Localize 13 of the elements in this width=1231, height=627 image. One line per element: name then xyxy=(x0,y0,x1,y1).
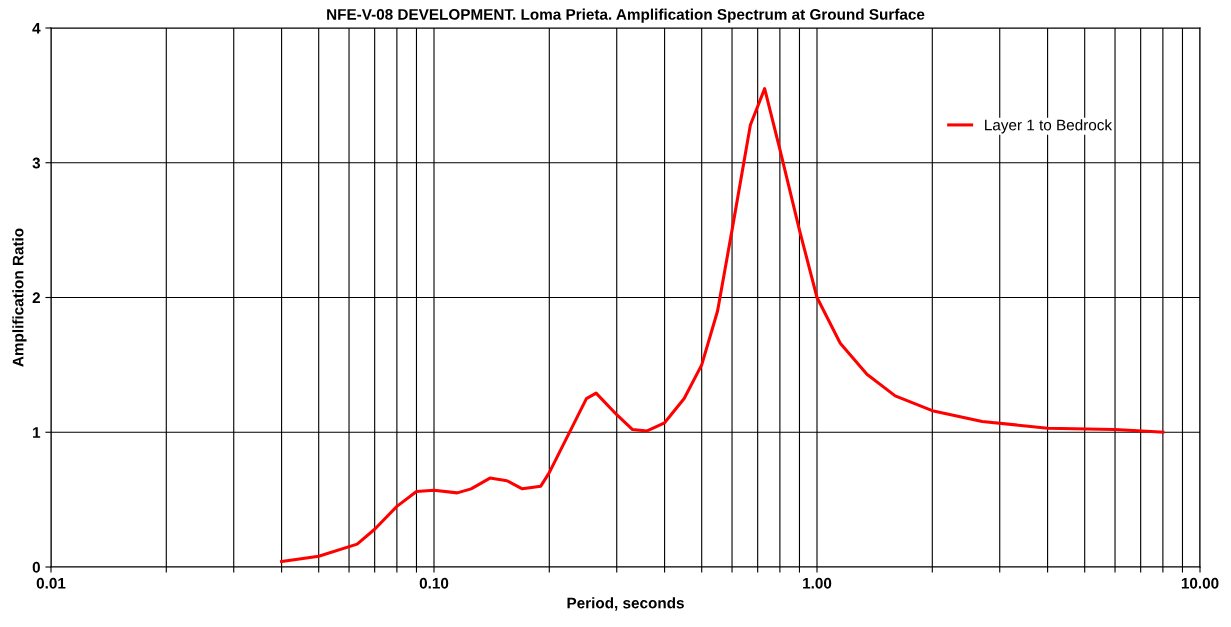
x-tick-label: 10.00 xyxy=(1181,577,1219,589)
y-tick-label: 2 xyxy=(32,292,40,304)
x-tick-label: 1.00 xyxy=(803,577,832,589)
chart-title: NFE-V-08 DEVELOPMENT. Loma Prieta. Amplification Spectrum at Ground Surface xyxy=(327,8,925,23)
y-tick-label: 1 xyxy=(33,427,41,438)
legend-label: Layer 1 to Bedrock xyxy=(985,119,1113,134)
y-tick-label: 3 xyxy=(32,157,41,169)
y-tick-label: 0 xyxy=(32,561,40,573)
x-axis-title: Period, seconds xyxy=(567,597,684,611)
y-tick-label: 4 xyxy=(32,23,41,34)
y-axis-title: Amplification Ratio xyxy=(12,228,27,367)
x-tick-label: 0.01 xyxy=(36,577,66,589)
x-tick-label: 0.10 xyxy=(419,577,449,589)
